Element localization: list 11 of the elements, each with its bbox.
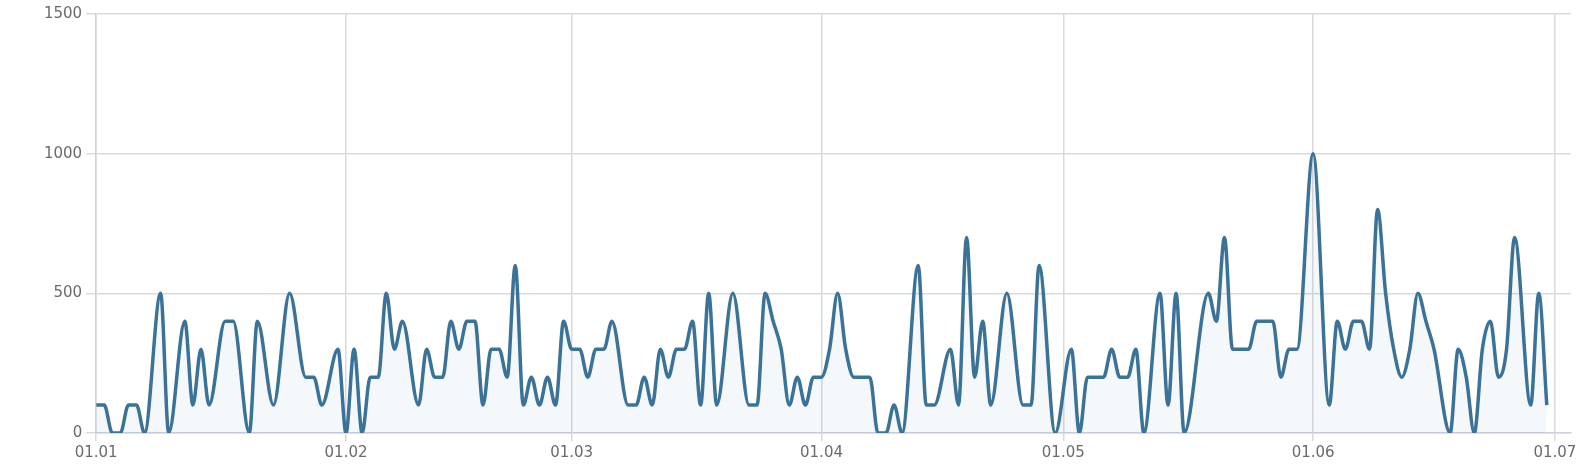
y-tick-label: 500 [53,283,83,302]
y-tick-label: 1000 [43,143,83,162]
y-tick-label: 0 [72,422,83,441]
y-tick-label: 1500 [43,3,83,22]
x-tick-label: 01.01 [74,442,118,461]
x-tick-label: 01.02 [324,442,368,461]
x-tick-label: 01.05 [1041,442,1085,461]
x-tick-label: 01.07 [1533,442,1577,461]
x-tick-label: 01.04 [800,442,843,461]
x-tick-label: 01.03 [550,442,594,461]
x-tick-label: 01.06 [1291,442,1335,461]
